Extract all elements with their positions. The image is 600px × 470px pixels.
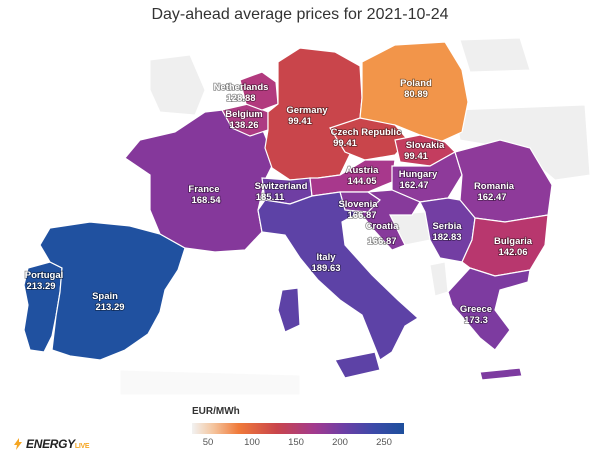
label-portugal-name: Portugal — [25, 270, 64, 281]
logo-suffix: LIVE — [74, 443, 90, 450]
countries — [23, 41, 553, 381]
baltic-region — [459, 37, 531, 73]
label-czech-name: Czech Republic — [331, 127, 402, 138]
north-africa-region — [119, 369, 301, 396]
country-croatia[interactable] — [358, 189, 421, 251]
label-italy-value: 189.63 — [311, 263, 340, 274]
label-germany-value: 99.41 — [288, 116, 312, 127]
logo-text: ENERGY — [26, 437, 75, 451]
label-france-name: France — [188, 184, 219, 195]
legend-tick: 50 — [202, 437, 214, 448]
label-switzerland-name: Switzerland — [255, 181, 308, 192]
label-belgium-value: 138.26 — [229, 120, 258, 131]
label-romania-name: Romania — [474, 181, 515, 192]
label-spain-value: 213.29 — [95, 302, 124, 313]
bolt-icon — [14, 438, 22, 450]
label-switzerland-value: 185.11 — [256, 192, 285, 203]
label-croatia-value: 166.87 — [367, 236, 396, 247]
energy-live-logo: ENERGYLIVE — [12, 437, 90, 451]
label-austria-name: Austria — [346, 165, 379, 176]
label-croatia-name: Croatia — [366, 221, 399, 232]
country-greece-crete[interactable] — [479, 367, 523, 381]
label-serbia-value: 182.83 — [432, 232, 461, 243]
label-slovenia-name: Slovenia — [338, 199, 378, 210]
label-netherlands-name: Netherlands — [214, 82, 269, 93]
country-italy-sardinia[interactable] — [277, 287, 301, 333]
label-france-value: 168.54 — [191, 195, 221, 206]
albania-region — [429, 261, 449, 297]
legend-ticks: 50 100 150 200 250 — [190, 437, 415, 451]
legend-title: EUR/MWh — [192, 406, 240, 417]
uk-region — [149, 54, 206, 116]
label-slovakia-value: 99.41 — [404, 151, 428, 162]
label-greece-name: Greece — [460, 304, 492, 315]
color-legend: EUR/MWh 50 100 150 200 250 — [190, 406, 415, 451]
map-title: Day-ahead average prices for 2021-10-24 — [151, 6, 449, 23]
label-bulgaria-value: 142.06 — [498, 247, 527, 258]
label-poland-value: 80.89 — [404, 89, 428, 100]
country-italy[interactable] — [257, 191, 419, 361]
label-belgium-name: Belgium — [225, 109, 262, 120]
label-italy-name: Italy — [316, 252, 336, 263]
country-italy-sicily[interactable] — [334, 351, 381, 379]
legend-tick: 250 — [376, 437, 392, 448]
label-austria-value: 144.05 — [347, 176, 377, 187]
label-czech-value: 99.41 — [333, 138, 357, 149]
legend-tick: 200 — [332, 437, 348, 448]
country-austria[interactable] — [309, 159, 396, 197]
country-labels: Netherlands 128.88 Belgium 138.26 German… — [24, 77, 534, 327]
label-bulgaria-name: Bulgaria — [494, 236, 533, 247]
ukraine-region — [454, 104, 591, 181]
label-slovakia-name: Slovakia — [406, 140, 445, 151]
label-spain-name: Spain — [92, 291, 118, 302]
label-romania-value: 162.47 — [477, 192, 506, 203]
country-greece[interactable] — [447, 267, 531, 351]
label-serbia-name: Serbia — [432, 221, 462, 232]
label-hungary-name: Hungary — [399, 169, 438, 180]
label-poland-name: Poland — [400, 78, 432, 89]
legend-tick: 100 — [244, 437, 260, 448]
legend-tick: 150 — [288, 437, 304, 448]
label-greece-value: 173.3 — [464, 315, 488, 326]
legend-gradient-bar — [192, 423, 404, 434]
label-portugal-value: 213.29 — [26, 281, 55, 292]
label-hungary-value: 162.47 — [399, 180, 428, 191]
label-netherlands-value: 128.88 — [226, 93, 255, 104]
label-germany-name: Germany — [286, 105, 328, 116]
label-slovenia-value: 166.87 — [347, 210, 376, 221]
